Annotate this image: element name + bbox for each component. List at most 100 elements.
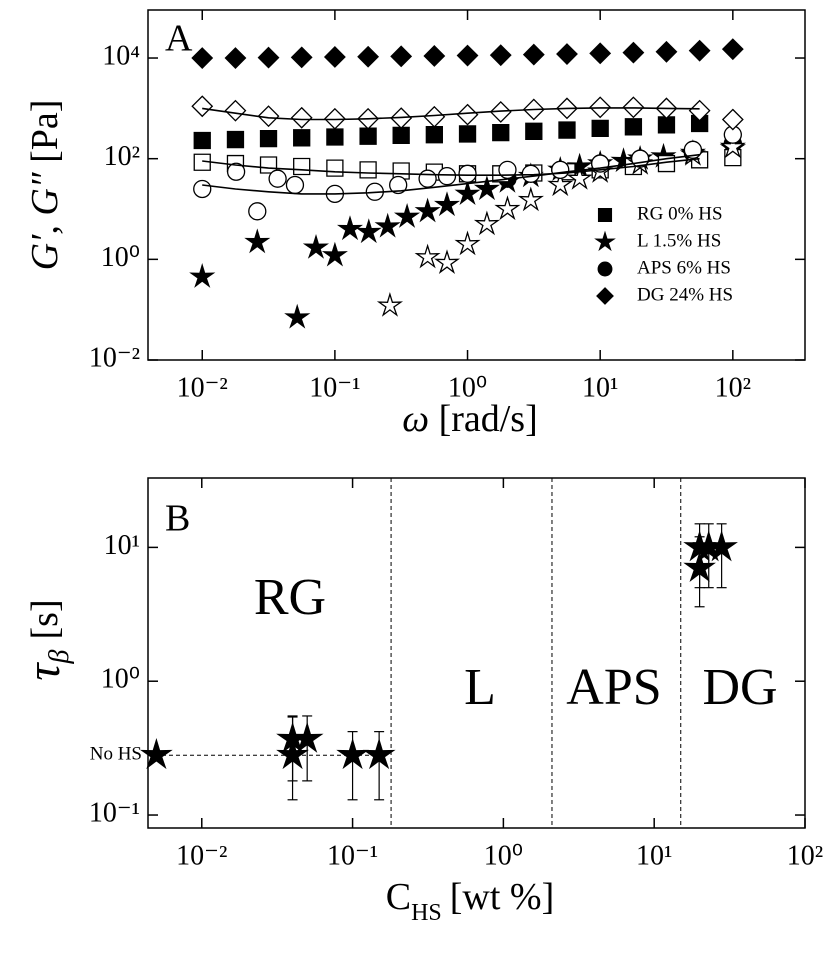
panel-label: A bbox=[165, 18, 193, 60]
y-tick-label: 10² bbox=[104, 141, 140, 172]
marker bbox=[547, 171, 574, 197]
marker bbox=[688, 99, 711, 122]
marker bbox=[326, 128, 344, 146]
marker bbox=[522, 43, 545, 66]
marker bbox=[191, 47, 214, 69]
marker bbox=[140, 737, 173, 770]
marker bbox=[458, 164, 477, 183]
region-label: L bbox=[464, 659, 496, 716]
x-tick-label: 10⁻¹ bbox=[327, 840, 378, 871]
marker bbox=[458, 125, 477, 143]
region-label: RG bbox=[254, 569, 326, 626]
marker bbox=[517, 186, 544, 212]
marker bbox=[376, 291, 404, 317]
marker bbox=[326, 159, 344, 177]
marker bbox=[336, 737, 369, 770]
y-symbol: G′, G″ bbox=[24, 171, 66, 270]
x-tick-label: 10⁻² bbox=[176, 840, 227, 871]
marker bbox=[454, 180, 481, 206]
marker bbox=[374, 212, 401, 238]
marker bbox=[336, 215, 364, 241]
marker bbox=[224, 99, 247, 122]
marker bbox=[257, 105, 280, 128]
legend-marker bbox=[594, 230, 616, 252]
marker bbox=[359, 127, 377, 145]
marker bbox=[224, 47, 247, 69]
fit-line bbox=[202, 107, 700, 121]
marker bbox=[189, 263, 216, 288]
marker bbox=[290, 721, 324, 753]
marker bbox=[268, 169, 287, 188]
x-tick-label: 10⁻² bbox=[177, 372, 228, 403]
panel-a: ω [rad/s] G′, G″ [Pa] A 10⁻² 10⁻¹ 10⁰ 10¹ 10… bbox=[24, 9, 806, 440]
marker bbox=[492, 123, 510, 142]
x-tick-label: 10² bbox=[787, 840, 823, 871]
region-label: DG bbox=[702, 659, 777, 716]
plot-frame bbox=[147, 9, 806, 361]
marker bbox=[425, 126, 443, 144]
y-tick-label: 10⁴ bbox=[102, 40, 140, 71]
panel-b: CHS [wt %] τβ [s] B 10⁻² 10⁻¹ 10⁰ 10¹ 10² 10⁻¹ 1… bbox=[17, 477, 823, 926]
marker bbox=[489, 100, 512, 123]
x-symbol: ω bbox=[402, 398, 429, 440]
x-tick-label: 10² bbox=[715, 372, 751, 403]
marker bbox=[437, 166, 457, 186]
legend-marker bbox=[596, 287, 614, 305]
marker bbox=[721, 38, 744, 61]
y-unit: [s] bbox=[24, 599, 66, 639]
legend-label: RG 0% HS bbox=[637, 203, 723, 224]
marker bbox=[456, 44, 479, 67]
marker bbox=[622, 41, 645, 64]
marker bbox=[357, 45, 380, 68]
y-axis-label: τβ [s] bbox=[17, 599, 75, 680]
marker bbox=[591, 119, 609, 138]
marker bbox=[193, 131, 211, 150]
marker bbox=[226, 130, 245, 149]
panel-label: B bbox=[165, 498, 190, 540]
marker bbox=[418, 169, 437, 188]
marker bbox=[657, 116, 676, 134]
marker bbox=[414, 243, 441, 269]
legend-label: L 1.5% HS bbox=[637, 230, 721, 251]
plot-frame bbox=[147, 477, 806, 829]
y-tick-label: 10⁻² bbox=[89, 342, 140, 373]
y-tick-label: 10¹ bbox=[104, 530, 140, 561]
x-symbol: C bbox=[386, 876, 411, 918]
marker bbox=[285, 175, 305, 195]
marker bbox=[494, 195, 521, 221]
y-axis-label: G′, G″ [Pa] bbox=[24, 100, 66, 271]
x-tick-label: 10¹ bbox=[636, 840, 672, 871]
marker bbox=[359, 161, 377, 179]
marker bbox=[433, 191, 461, 217]
marker bbox=[556, 43, 578, 65]
marker bbox=[248, 202, 267, 221]
marker bbox=[290, 106, 313, 129]
marker bbox=[721, 108, 744, 131]
marker bbox=[290, 46, 313, 69]
y-symbol: τ bbox=[17, 662, 70, 681]
marker bbox=[293, 157, 311, 176]
marker bbox=[191, 95, 214, 118]
fit-line bbox=[202, 157, 700, 176]
marker bbox=[589, 42, 612, 65]
marker bbox=[414, 197, 441, 223]
marker bbox=[244, 228, 271, 254]
marker bbox=[355, 218, 382, 244]
marker bbox=[423, 105, 446, 128]
marker bbox=[525, 122, 543, 140]
marker bbox=[321, 241, 348, 267]
marker bbox=[454, 230, 481, 256]
marker bbox=[558, 121, 576, 139]
marker bbox=[683, 140, 703, 159]
marker bbox=[566, 164, 593, 190]
marker bbox=[259, 130, 278, 148]
x-tick-label: 10⁰ bbox=[448, 372, 487, 403]
legend-label: DG 24% HS bbox=[637, 284, 733, 305]
marker bbox=[193, 153, 211, 171]
marker bbox=[293, 129, 311, 147]
marker bbox=[719, 133, 746, 159]
marker bbox=[473, 175, 501, 201]
x-tick-label: 10⁰ bbox=[484, 840, 523, 871]
x-subscript: HS bbox=[411, 900, 442, 926]
